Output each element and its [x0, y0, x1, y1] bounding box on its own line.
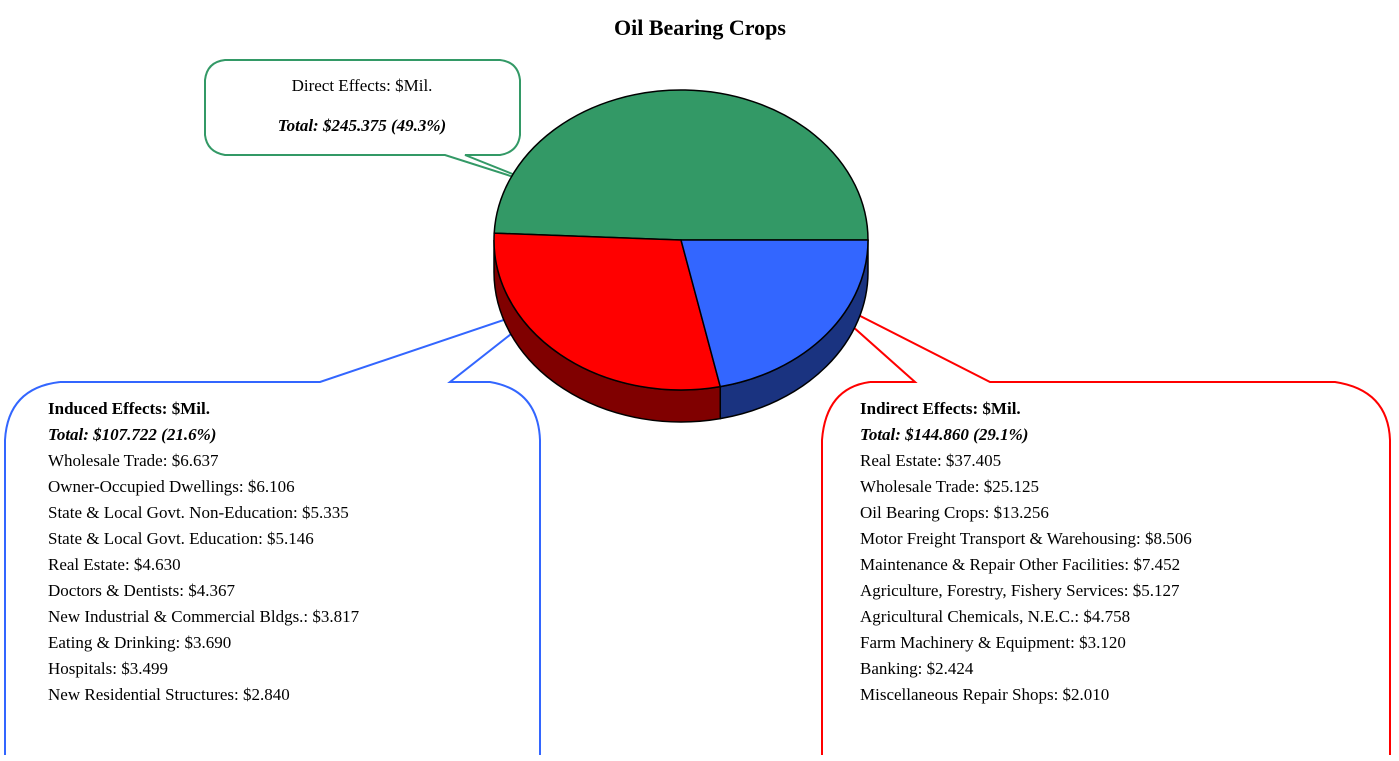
callout-item: Real Estate: $37.405: [860, 451, 1001, 470]
callout-item: Wholesale Trade: $6.637: [48, 451, 219, 470]
callout-item: Miscellaneous Repair Shops: $2.010: [860, 685, 1109, 704]
callout-item: State & Local Govt. Education: $5.146: [48, 529, 314, 548]
direct-callout: [204, 59, 546, 188]
pie-slice: [493, 89, 869, 241]
indirect-callout: [814, 292, 1391, 755]
callout-item: Maintenance & Repair Other Facilities: $…: [860, 555, 1180, 574]
chart-title: Oil Bearing Crops: [614, 15, 786, 40]
callout-item: New Residential Structures: $2.840: [48, 685, 290, 704]
callout-heading: Direct Effects: $Mil.: [292, 76, 433, 95]
pie-slice: [680, 239, 869, 388]
callout-item: State & Local Govt. Non-Education: $5.33…: [48, 503, 349, 522]
callout-item: Doctors & Dentists: $4.367: [48, 581, 235, 600]
callout-item: Motor Freight Transport & Warehousing: $…: [860, 529, 1192, 548]
callout-item: Agricultural Chemicals, N.E.C.: $4.758: [860, 607, 1130, 626]
callout-item: Agriculture, Forestry, Fishery Services:…: [860, 581, 1180, 600]
callout-heading: Induced Effects: $Mil.: [48, 399, 210, 418]
callout-item: Owner-Occupied Dwellings: $6.106: [48, 477, 295, 496]
callout-item: Banking: $2.424: [860, 659, 974, 678]
pie-slice: [493, 232, 722, 391]
callout-item: Farm Machinery & Equipment: $3.120: [860, 633, 1126, 652]
callout-item: Oil Bearing Crops: $13.256: [860, 503, 1049, 522]
callout-item: Real Estate: $4.630: [48, 555, 181, 574]
callout-item: New Industrial & Commercial Bldgs.: $3.8…: [48, 607, 360, 626]
callout-item: Hospitals: $3.499: [48, 659, 168, 678]
callout-total: Total: $107.722 (21.6%): [48, 425, 216, 444]
pie: [493, 89, 869, 423]
callout-item: Wholesale Trade: $25.125: [860, 477, 1039, 496]
callout-total: Total: $245.375 (49.3%): [278, 116, 446, 135]
callout-heading: Indirect Effects: $Mil.: [860, 399, 1021, 418]
induced-callout: [4, 304, 549, 755]
callout-total: Total: $144.860 (29.1%): [860, 425, 1028, 444]
callout-item: Eating & Drinking: $3.690: [48, 633, 231, 652]
